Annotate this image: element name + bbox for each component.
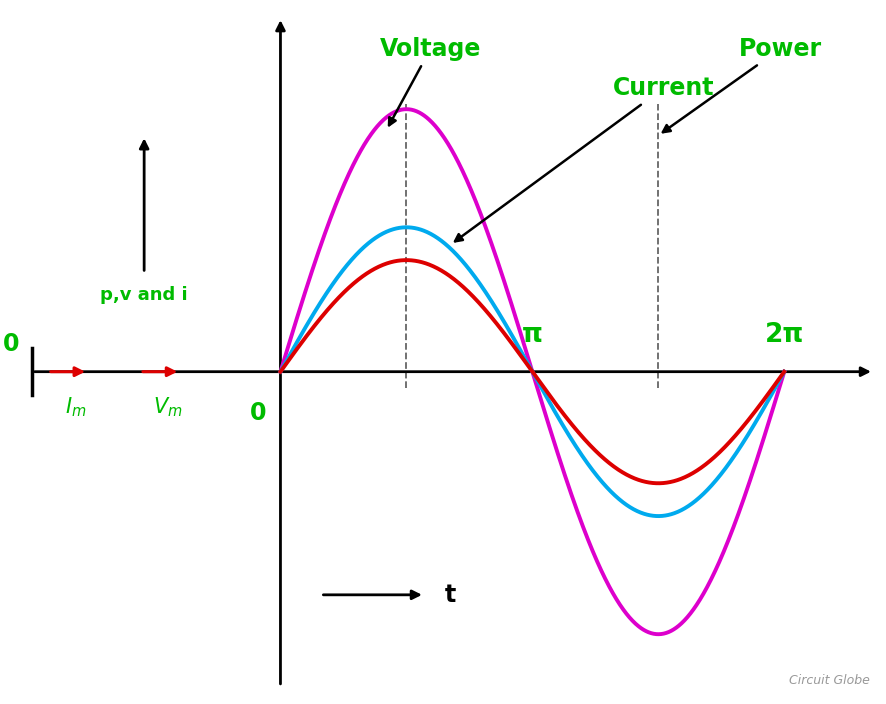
Text: 2π: 2π <box>765 322 804 348</box>
Text: Voltage: Voltage <box>380 37 481 125</box>
Text: $I_m$: $I_m$ <box>66 396 87 419</box>
Text: t: t <box>445 583 456 607</box>
Text: Current: Current <box>455 76 714 241</box>
Text: p,v and i: p,v and i <box>100 287 188 304</box>
Text: 0: 0 <box>250 401 266 425</box>
Text: Power: Power <box>663 37 821 132</box>
Text: π: π <box>522 322 543 348</box>
Text: 0: 0 <box>4 332 19 356</box>
Text: $V_m$: $V_m$ <box>153 396 183 419</box>
Text: Circuit Globe: Circuit Globe <box>789 674 870 686</box>
